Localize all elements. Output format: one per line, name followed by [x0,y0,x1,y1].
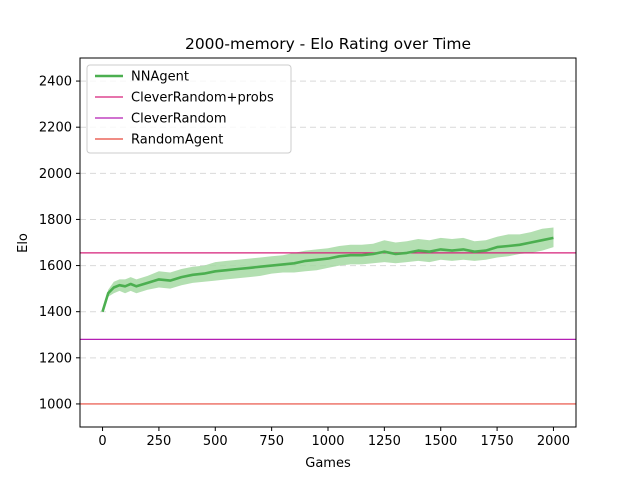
nnagent-line [101,236,554,313]
legend: NNAgent CleverRandom+probs CleverRandom Ran… [86,64,292,154]
x-tick-label: 500 [203,434,228,449]
nnagent-confidence-band [102,227,554,312]
y-axis-label: Elo [16,233,31,253]
x-tick-label: 1250 [368,434,401,449]
legend-label: RandomAgent [131,133,223,148]
x-tick-label: 250 [146,434,171,449]
y-tick-label: 1200 [39,351,72,366]
nnagent-line-layer [101,236,554,313]
confidence-band-layer [102,227,554,312]
x-tick-label: 750 [259,434,284,449]
x-tick-label: 1500 [424,434,457,449]
legend-label: CleverRandom [131,112,227,127]
baseline-lines [80,252,576,405]
y-tick-label: 2400 [39,75,72,90]
legend-label: NNAgent [131,70,189,85]
x-tick-label: 0 [98,434,106,449]
y-tick-label: 2200 [39,121,72,136]
x-ticks: 0 250 500 750 1000 1250 1500 1750 2000 [98,427,570,449]
x-tick-label: 2000 [537,434,570,449]
legend-box [86,64,292,154]
x-axis-label: Games [305,456,351,471]
y-tick-label: 1800 [39,213,72,228]
chart-title: 2000-memory - Elo Rating over Time [185,35,471,53]
legend-label: CleverRandom+probs [131,91,274,106]
y-tick-label: 2000 [39,167,72,182]
y-ticks: 1000 1200 1400 1600 1800 2000 2200 2400 [39,75,80,412]
x-tick-label: 1000 [311,434,344,449]
y-tick-label: 1400 [39,305,72,320]
y-tick-label: 1600 [39,259,72,274]
x-tick-label: 1750 [481,434,514,449]
y-tick-label: 1000 [39,397,72,412]
